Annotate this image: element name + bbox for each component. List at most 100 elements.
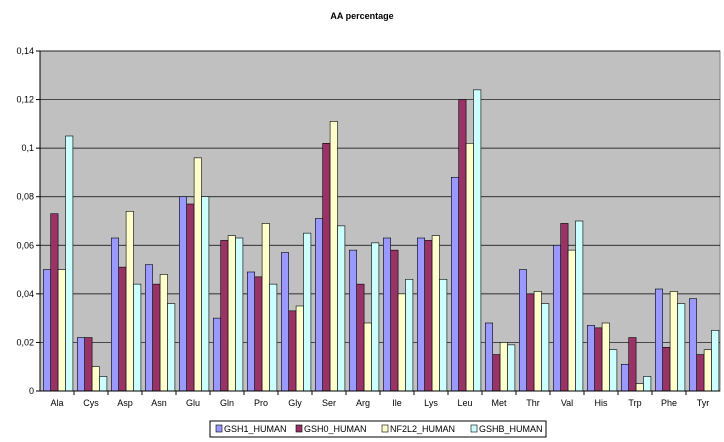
bar-NF2L2_HUMAN-Met [499,342,508,392]
x-tick-label: Asp [117,398,133,408]
bar-GSHB_HUMAN-Pro [269,283,278,392]
bar-GSH0_HUMAN-Lys [424,240,433,392]
bar-GSH1_HUMAN-Ala [42,269,51,392]
bar-GSH1_HUMAN-Tyr [688,298,697,392]
bar-GSH1_HUMAN-Asn [145,264,154,392]
bar-GSHB_HUMAN-Met [507,344,516,392]
bar-GSH1_HUMAN-His [586,325,595,392]
bar-GSHB_HUMAN-Trp [643,376,652,392]
bar-NF2L2_HUMAN-Gly [295,305,304,392]
x-axis-ticks: Ala Cys Asp Asn Glu Gln Pro Gly Ser Arg Ile Lys Leu M… [50,391,709,408]
bar-GSH0_HUMAN-Leu [458,99,467,392]
x-tick-label: Thr [526,398,540,408]
bar-GSH0_HUMAN-Glu [186,203,195,392]
bar-GSH1_HUMAN-Cys [77,337,86,392]
bar-GSH0_HUMAN-Gly [288,310,297,392]
y-tick-label: 0,02 [16,337,34,347]
y-axis-ticks: 0 0,02 0,04 0,06 0,08 0,1 0,12 0,14 [16,46,40,396]
bar-GSH1_HUMAN-Trp [620,363,629,392]
bar-NF2L2_HUMAN-Glu [193,157,202,392]
bar-NF2L2_HUMAN-Lys [431,235,440,392]
bar-GSHB_HUMAN-Val [575,220,584,392]
bar-GSH1_HUMAN-Met [484,322,493,392]
y-tick-label: 0,04 [16,289,34,299]
legend-label-NF2L2_HUMAN: NF2L2_HUMAN [390,424,455,434]
bar-GSHB_HUMAN-Ile [405,278,414,392]
x-tick-label: Ile [392,398,402,408]
x-tick-label: Val [561,398,573,408]
bar-GSH1_HUMAN-Gly [280,252,289,392]
y-tick-label: 0,08 [16,192,34,202]
bar-GSH0_HUMAN-Val [560,223,569,392]
legend-label-GSHB_HUMAN: GSHB_HUMAN [479,424,543,434]
x-tick-label: Ala [50,398,63,408]
y-tick-label: 0,1 [21,143,34,153]
bar-GSH1_HUMAN-Thr [518,269,527,392]
bar-GSH1_HUMAN-Pro [247,271,256,392]
bar-GSHB_HUMAN-Tyr [711,329,720,392]
bars [42,89,720,392]
bar-GSHB_HUMAN-Gly [303,232,312,392]
x-tick-label: Gln [220,398,234,408]
bar-NF2L2_HUMAN-His [601,322,610,392]
y-tick-label: 0,12 [16,95,34,105]
bar-NF2L2_HUMAN-Ser [329,121,338,392]
bar-NF2L2_HUMAN-Gln [227,235,236,392]
bar-NF2L2_HUMAN-Thr [533,291,542,392]
bar-GSH1_HUMAN-Glu [179,196,188,392]
bar-NF2L2_HUMAN-Asn [159,274,168,392]
legend-swatch-GSH0_HUMAN [295,424,303,433]
bar-GSH0_HUMAN-Phe [662,346,671,392]
x-tick-label: Asn [151,398,167,408]
bar-GSHB_HUMAN-Asp [133,283,142,392]
bar-GSH0_HUMAN-His [594,327,603,392]
bar-GSH0_HUMAN-Thr [526,293,535,392]
y-tick-label: 0 [29,386,34,396]
x-tick-label: Lys [424,398,438,408]
bar-GSHB_HUMAN-Asn [167,303,176,392]
bar-GSH1_HUMAN-Ser [314,218,323,392]
x-tick-label: Phe [661,398,677,408]
x-tick-label: Cys [83,398,99,408]
y-tick-label: 0,06 [16,240,34,250]
bar-GSH1_HUMAN-Asp [111,237,120,392]
bar-GSH0_HUMAN-Ile [390,249,399,392]
bar-GSHB_HUMAN-Arg [371,242,380,392]
bar-GSH0_HUMAN-Asn [152,283,161,392]
legend-swatch-NF2L2_HUMAN [381,424,389,433]
bar-GSHB_HUMAN-Ala [65,135,74,392]
bar-GSH1_HUMAN-Leu [450,176,459,392]
bar-GSH0_HUMAN-Pro [254,276,263,392]
x-tick-label: Met [491,398,507,408]
legend-swatch-GSHB_HUMAN [470,424,478,433]
bar-NF2L2_HUMAN-Trp [635,383,644,392]
bar-NF2L2_HUMAN-Ala [57,269,66,392]
bar-NF2L2_HUMAN-Val [567,249,576,392]
legend: GSH1_HUMAN GSH0_HUMAN NF2L2_HUMAN GSHB_HUMA… [209,420,547,438]
legend-label-GSH0_HUMAN: GSH0_HUMAN [304,424,367,434]
bar-GSH0_HUMAN-Asp [118,266,127,392]
y-tick-label: 0,14 [16,46,34,56]
x-tick-label: Ser [322,398,336,408]
bar-GSHB_HUMAN-Leu [473,89,482,392]
bar-GSHB_HUMAN-His [609,349,618,392]
bar-NF2L2_HUMAN-Cys [91,366,100,392]
bar-GSH0_HUMAN-Trp [628,337,637,392]
x-tick-label: Tyr [697,398,710,408]
bar-GSH0_HUMAN-Ala [50,213,59,392]
bar-GSHB_HUMAN-Gln [235,237,244,392]
bar-GSH0_HUMAN-Tyr [696,354,705,392]
bar-NF2L2_HUMAN-Leu [465,142,474,392]
axes [39,51,720,392]
bar-GSH0_HUMAN-Gln [220,240,229,392]
x-tick-label: Glu [186,398,200,408]
bar-GSH1_HUMAN-Ile [382,237,391,392]
bar-GSH0_HUMAN-Arg [356,283,365,392]
x-tick-label: Trp [628,398,641,408]
bar-GSH1_HUMAN-Val [552,244,561,392]
x-tick-label: Pro [254,398,268,408]
x-tick-label: Gly [288,398,302,408]
legend-label-GSH1_HUMAN: GSH1_HUMAN [224,424,287,434]
bar-GSHB_HUMAN-Phe [677,303,686,392]
x-tick-label: Arg [356,398,370,408]
